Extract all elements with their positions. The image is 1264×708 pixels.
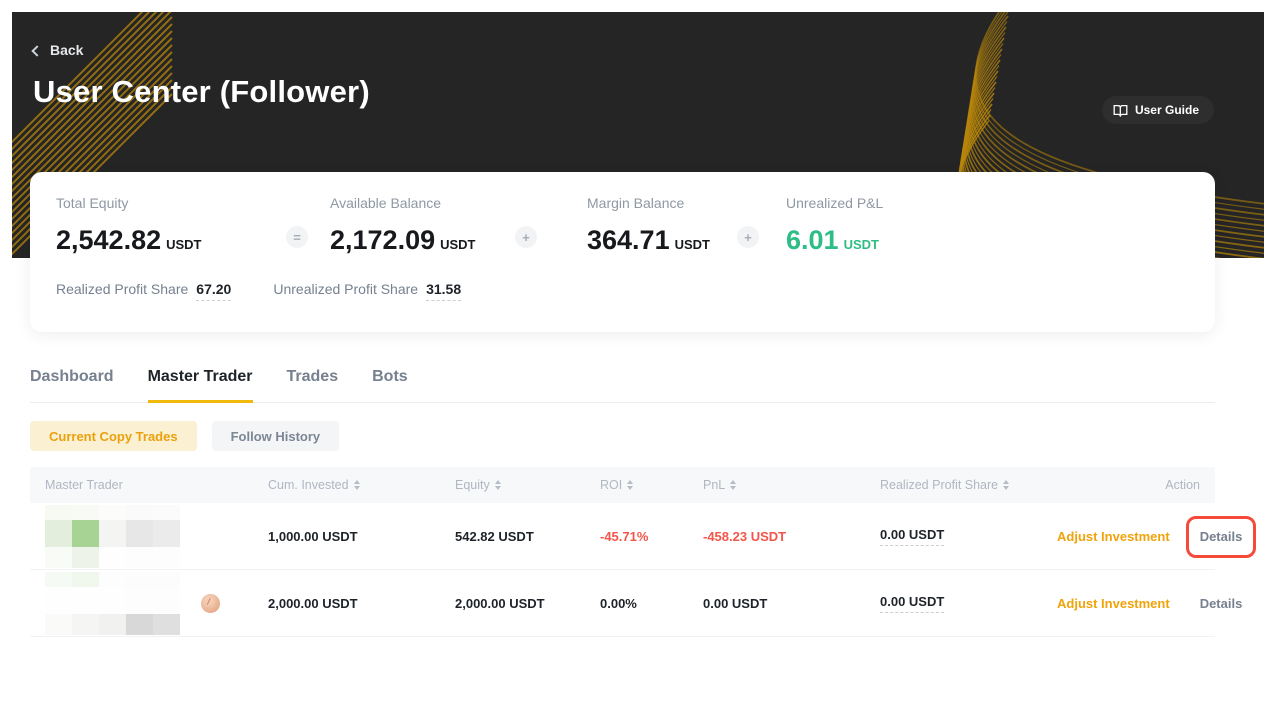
- tab-master-trader[interactable]: Master Trader: [147, 368, 253, 403]
- profit-share-value[interactable]: 67.20: [196, 281, 232, 301]
- column-pnl[interactable]: PnL: [703, 478, 880, 492]
- realized-profit-share-value[interactable]: 0.00 USDT: [880, 527, 1057, 546]
- profit-share-value[interactable]: 31.58: [426, 281, 462, 301]
- column-action: Action: [1165, 478, 1200, 492]
- stat-unit: USDT: [843, 237, 879, 252]
- realized-profit-share-value[interactable]: 0.00 USDT: [880, 594, 1057, 613]
- plus-icon: +: [515, 226, 537, 248]
- equity-value: 2,000.00 USDT: [455, 595, 545, 611]
- equals-icon: =: [286, 226, 308, 248]
- stat-value: 364.71: [587, 225, 670, 255]
- masked-name-blur: [45, 571, 180, 635]
- adjust-investment-button[interactable]: Adjust Investment: [1057, 528, 1170, 544]
- sort-icon[interactable]: [353, 480, 360, 490]
- column-roi[interactable]: ROI: [600, 478, 703, 492]
- master-trader-table: Master Trader Cum. Invested Equity ROI P…: [30, 467, 1256, 637]
- stat-value: 2,542.82: [56, 225, 162, 255]
- user-guide-label: User Guide: [1134, 103, 1199, 117]
- stat-value: 2,172.09: [330, 225, 436, 255]
- trader-name-masked[interactable]: [45, 571, 268, 635]
- tab-trades[interactable]: Trades: [286, 368, 339, 385]
- stat-unit: USDT: [166, 237, 202, 252]
- equity-value: 542.82 USDT: [455, 528, 534, 544]
- subtab-follow-history[interactable]: Follow History: [211, 421, 340, 451]
- stat-label: Unrealized P&L: [786, 195, 884, 211]
- sub-tabs: Current Copy Trades Follow History: [30, 421, 1215, 451]
- main-tabs: Dashboard Master Trader Trades Bots: [30, 368, 1215, 403]
- stat-margin-balance: Margin Balance 364.71 USDT: [587, 195, 717, 256]
- pnl-value: 0.00 USDT: [703, 595, 768, 611]
- realized-profit-share: Realized Profit Share 67.20: [56, 281, 232, 301]
- roi-value: -45.71%: [600, 528, 649, 544]
- plus-icon: +: [737, 226, 759, 248]
- row-actions: Adjust Investment Details: [1057, 596, 1242, 611]
- column-cum-invested[interactable]: Cum. Invested: [268, 478, 455, 492]
- roi-value: 0.00%: [600, 595, 637, 611]
- row-actions: Adjust Investment Details: [1057, 515, 1256, 558]
- trader-name-masked[interactable]: [45, 504, 268, 568]
- sort-icon[interactable]: [1003, 480, 1010, 490]
- tab-dashboard[interactable]: Dashboard: [30, 368, 114, 385]
- equity-summary-card: Total Equity 2,542.82 USDT = Available Ba…: [30, 172, 1215, 332]
- column-realized-profit-share[interactable]: Realized Profit Share: [880, 478, 1057, 492]
- cum-invested-value: 2,000.00 USDT: [268, 595, 358, 611]
- sort-icon[interactable]: [730, 480, 737, 490]
- stat-unit: USDT: [674, 237, 710, 252]
- profit-share-label: Unrealized Profit Share: [273, 281, 419, 297]
- subtab-current-copy-trades[interactable]: Current Copy Trades: [30, 421, 197, 451]
- stat-unit: USDT: [440, 237, 476, 252]
- back-chevron-icon: [31, 44, 43, 57]
- stat-label: Total Equity: [56, 195, 129, 211]
- back-label: Back: [50, 42, 84, 58]
- masked-name-blur: [45, 504, 180, 568]
- unrealized-profit-share: Unrealized Profit Share 31.58: [273, 281, 462, 301]
- tab-bots[interactable]: Bots: [372, 368, 408, 385]
- stat-label: Available Balance: [330, 195, 442, 211]
- sort-icon[interactable]: [627, 480, 634, 490]
- trader-badge-icon: [201, 593, 220, 613]
- stat-unrealized-pnl: Unrealized P&L 6.01 USDT: [786, 195, 883, 256]
- stat-total-equity: Total Equity 2,542.82 USDT: [56, 195, 286, 256]
- adjust-investment-button[interactable]: Adjust Investment: [1057, 595, 1170, 611]
- page-title: User Center (Follower): [33, 74, 370, 109]
- cum-invested-value: 1,000.00 USDT: [268, 528, 358, 544]
- details-button[interactable]: Details: [1185, 515, 1256, 558]
- column-master-trader: Master Trader: [45, 478, 123, 492]
- open-book-icon: [1113, 104, 1128, 117]
- back-button[interactable]: Back: [31, 42, 103, 58]
- stat-value: 6.01: [786, 225, 839, 255]
- details-button[interactable]: Details: [1199, 595, 1243, 611]
- pnl-value: -458.23 USDT: [703, 528, 787, 544]
- profit-share-label: Realized Profit Share: [56, 281, 189, 297]
- column-equity[interactable]: Equity: [455, 478, 600, 492]
- sort-icon[interactable]: [494, 480, 501, 490]
- table-row: 2,000.00 USDT 2,000.00 USDT 0.00% 0.00 U…: [30, 570, 1242, 637]
- table-header-row: Master Trader Cum. Invested Equity ROI P…: [30, 467, 1215, 503]
- stat-available-balance: Available Balance 2,172.09 USDT: [330, 195, 495, 256]
- stat-label: Margin Balance: [587, 195, 685, 211]
- user-guide-button[interactable]: User Guide: [1102, 97, 1213, 123]
- table-row: 1,000.00 USDT 542.82 USDT -45.71% -458.2…: [30, 503, 1256, 570]
